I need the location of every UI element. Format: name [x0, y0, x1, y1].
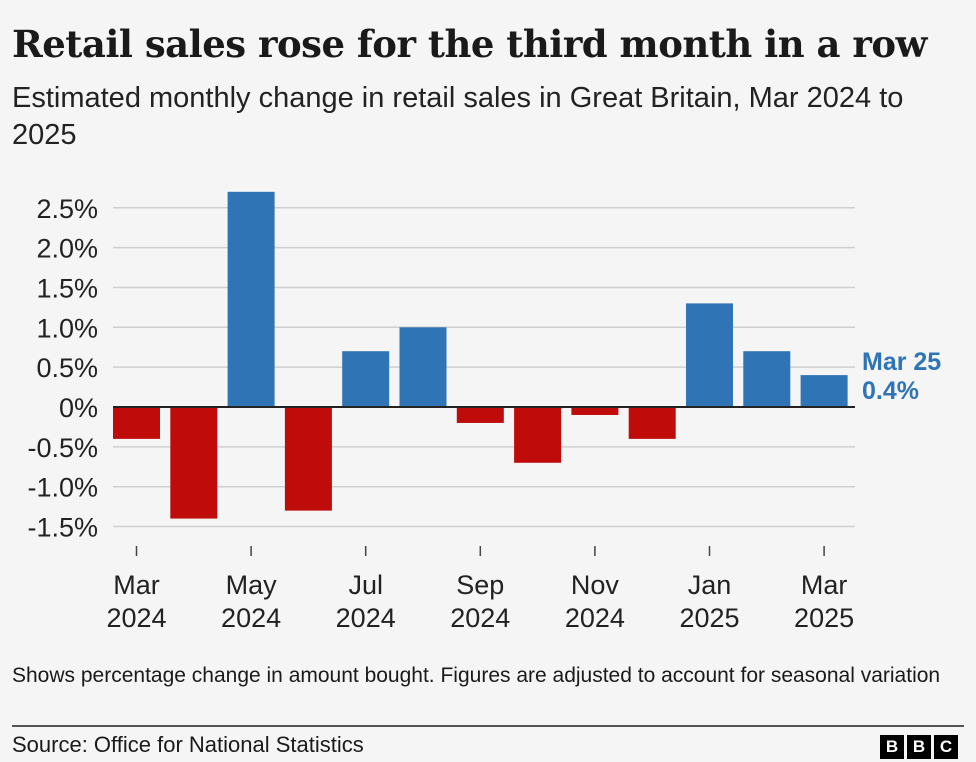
annotation-label: Mar 25 — [862, 348, 941, 376]
x-tick-label: Nov — [571, 570, 620, 600]
y-tick-label: 2.0% — [36, 234, 98, 264]
bar-oct-2024 — [514, 407, 562, 463]
footnote: Shows percentage change in amount bought… — [12, 664, 941, 687]
x-tick-label: 2025 — [794, 603, 854, 633]
x-tick-label: 2025 — [679, 603, 739, 633]
bar-mar-2025 — [800, 375, 848, 407]
y-tick-label: 0% — [59, 393, 98, 423]
bar-chart: 2.5% 2.0% 1.5% 1.0% 0.5% 0% -0.5% -1.0% -1.5% Mar… — [27, 191, 941, 633]
bar-may-2024 — [227, 191, 275, 407]
source: Source: Office for National Statistics — [12, 732, 364, 757]
bar-nov-2024 — [571, 407, 619, 415]
bar-dec-2024 — [628, 407, 676, 439]
bar-jan-2025 — [686, 303, 733, 407]
x-tick-label: Mar — [113, 570, 160, 600]
chart-subtitle: Estimated monthly change in retail sales… — [12, 82, 904, 151]
bar-aug-2024 — [399, 327, 447, 407]
divider — [12, 725, 964, 727]
chart-title: Retail sales rose for the third month in… — [12, 22, 927, 66]
x-tick-label: May — [226, 570, 278, 600]
logo-letter: C — [934, 735, 958, 759]
y-tick-label: 0.5% — [36, 353, 98, 383]
x-tick-label: 2024 — [565, 603, 625, 633]
y-tick-label: -1.0% — [27, 473, 98, 503]
annotation-value: 0.4% — [862, 377, 919, 405]
bar-sep-2024 — [456, 407, 504, 423]
y-tick-label: -1.5% — [27, 513, 98, 543]
y-tick-label: 2.5% — [36, 194, 98, 224]
logo-letter: B — [907, 735, 931, 759]
logo-letter: B — [880, 735, 904, 759]
y-tick-label: 1.0% — [36, 313, 98, 343]
x-tick-label: Sep — [456, 570, 504, 600]
bar-jun-2024 — [284, 407, 332, 511]
y-tick-label: -0.5% — [27, 433, 98, 463]
x-tick-label: Mar — [801, 570, 848, 600]
bar-jul-2024 — [342, 351, 390, 407]
x-tick-label: Jan — [688, 570, 732, 600]
bar-feb-2025 — [743, 351, 791, 407]
bar-apr-2024 — [170, 407, 218, 519]
x-tick-label: 2024 — [450, 603, 510, 633]
bar-mar-2024 — [113, 407, 160, 439]
x-tick-label: 2024 — [106, 603, 166, 633]
x-tick-label: 2024 — [336, 603, 396, 633]
x-tick-label: 2024 — [221, 603, 281, 633]
y-tick-label: 1.5% — [36, 273, 98, 303]
x-tick-label: Jul — [348, 570, 383, 600]
